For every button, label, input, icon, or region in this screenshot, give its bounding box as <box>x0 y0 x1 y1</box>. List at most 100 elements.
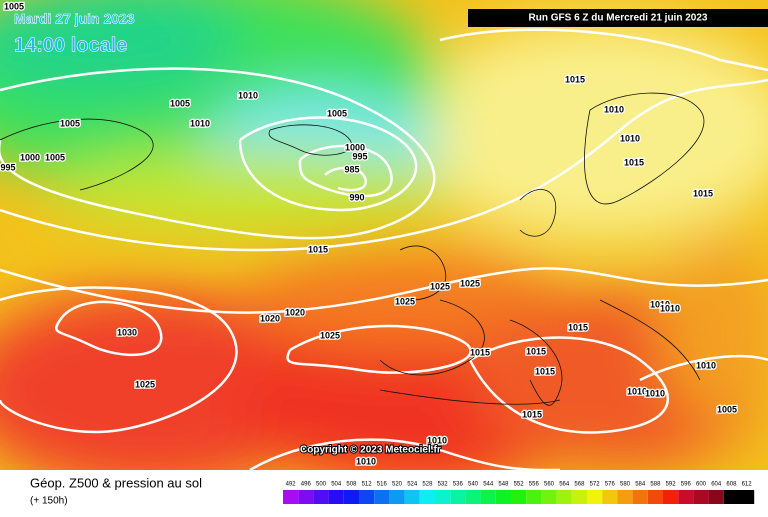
copyright: Copyright © 2023 Meteociel.fr <box>300 445 441 456</box>
legend-label: 508 <box>346 482 357 488</box>
legend-label: 492 <box>286 482 297 488</box>
isobar-label: 1010 <box>356 456 376 466</box>
legend-label: 584 <box>635 482 646 488</box>
legend-swatch <box>298 490 314 504</box>
legend-label: 560 <box>544 482 555 488</box>
legend: 492 496 500 504 508 512 516 520 524 528 532 536 540 5… <box>283 482 755 504</box>
run-info: Run GFS 6 Z du Mercredi 21 juin 2023 <box>529 13 708 24</box>
legend-swatch <box>617 490 633 504</box>
isobar-label: 1025 <box>460 278 480 288</box>
legend-swatch <box>571 490 587 504</box>
legend-swatch <box>693 490 709 504</box>
forecast-time: 14:00 locale <box>14 34 127 56</box>
legend-swatch <box>328 490 344 504</box>
isobar-label: 1010 <box>650 299 670 309</box>
isobar-label: 1010 <box>660 303 680 313</box>
legend-label: 604 <box>711 482 722 488</box>
legend-swatch <box>602 490 618 504</box>
legend-label: 572 <box>590 482 601 488</box>
isobar-label: 1010 <box>604 104 624 114</box>
isobar-label: 1015 <box>308 244 328 254</box>
z500-field <box>0 0 768 490</box>
isobar-label: 985 <box>344 164 359 174</box>
legend-label: 580 <box>620 482 631 488</box>
isobar-label: 990 <box>349 192 364 202</box>
isobar-label: 1015 <box>535 366 555 376</box>
legend-label: 500 <box>316 482 327 488</box>
isobar-label: 1025 <box>430 281 450 291</box>
legend-label: 504 <box>331 482 342 488</box>
isobar-label: 1030 <box>117 327 137 337</box>
legend-label: 556 <box>529 482 540 488</box>
isobar-label: 1000 <box>345 142 365 152</box>
isobar-label: 1000 <box>20 152 40 162</box>
legend-label: 548 <box>498 482 509 488</box>
isobar-label: 995 <box>0 162 15 172</box>
isobar-label: 1010 <box>238 90 258 100</box>
forecast-date: Mardi 27 juin 2023 <box>14 11 135 27</box>
legend-swatch <box>435 490 451 504</box>
legend-swatch <box>450 490 466 504</box>
isobar-label: 1015 <box>693 188 713 198</box>
legend-label: 544 <box>483 482 494 488</box>
isobar-label: 1005 <box>60 118 80 128</box>
isobar-label: 1005 <box>170 98 190 108</box>
legend-swatch <box>389 490 405 504</box>
legend-swatch <box>663 490 679 504</box>
isobar-label: 1010 <box>190 118 210 128</box>
isobars <box>0 28 768 472</box>
legend-swatch <box>556 490 572 504</box>
legend-swatch <box>495 490 511 504</box>
legend-label: 528 <box>422 482 433 488</box>
legend-swatch <box>480 490 496 504</box>
legend-swatch <box>678 490 694 504</box>
isobar-label: 1015 <box>522 409 542 419</box>
legend-label: 564 <box>559 482 570 488</box>
legend-label: 592 <box>666 482 677 488</box>
legend-label: 596 <box>681 482 692 488</box>
isobar-label: 1010 <box>427 435 447 445</box>
legend-label: 552 <box>514 482 525 488</box>
legend-label: 524 <box>407 482 418 488</box>
legend-swatch <box>359 490 375 504</box>
legend-label: 568 <box>574 482 585 488</box>
isobar-label: 1025 <box>135 379 155 389</box>
isobar-label: 1015 <box>526 346 546 356</box>
isobar-label: 1005 <box>45 152 65 162</box>
isobar-label: 995 <box>352 151 367 161</box>
legend-label: 600 <box>696 482 707 488</box>
run-banner <box>468 9 768 27</box>
legend-swatch <box>404 490 420 504</box>
legend-swatch <box>374 490 390 504</box>
isobar-label: 1005 <box>717 404 737 414</box>
legend-label: 536 <box>453 482 464 488</box>
isobar-label: 1020 <box>260 313 280 323</box>
legend-label: 588 <box>650 482 661 488</box>
isobar-label: 1015 <box>470 347 490 357</box>
legend-label: 532 <box>438 482 449 488</box>
isobar-label: 1015 <box>568 322 588 332</box>
legend-label: 608 <box>726 482 737 488</box>
legend-label: 496 <box>301 482 312 488</box>
legend-swatch <box>647 490 663 504</box>
legend-swatch <box>283 490 299 504</box>
legend-swatch <box>313 490 329 504</box>
isobar-label: 1015 <box>624 157 644 167</box>
isobar-label: 1020 <box>285 307 305 317</box>
footer-lead: (+ 150h) <box>30 496 68 507</box>
legend-label: 516 <box>377 482 388 488</box>
legend-swatch <box>419 490 435 504</box>
legend-label: 540 <box>468 482 479 488</box>
legend-swatch <box>526 490 542 504</box>
isobar-label: 1025 <box>320 330 340 340</box>
isobar-label: 1010 <box>620 133 640 143</box>
coastlines <box>0 92 705 406</box>
legend-swatch <box>465 490 481 504</box>
isobar-label: 1025 <box>395 296 415 306</box>
legend-swatch <box>587 490 603 504</box>
isobar-label: 1015 <box>565 74 585 84</box>
legend-swatch <box>708 490 724 504</box>
legend-label: 512 <box>362 482 373 488</box>
isobar-label: 1010 <box>645 388 665 398</box>
